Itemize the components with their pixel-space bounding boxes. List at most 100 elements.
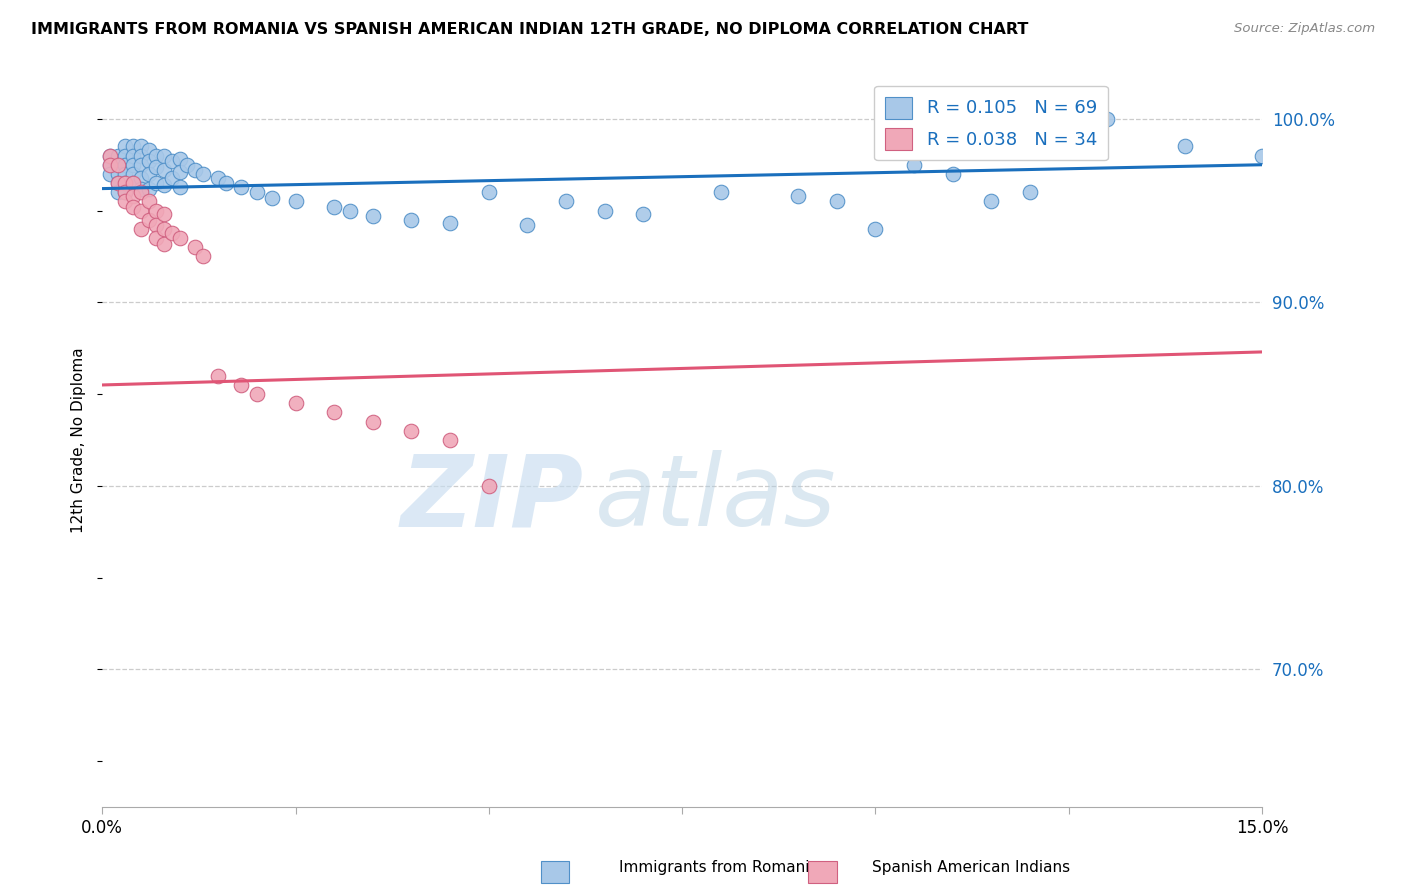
Point [555,194,578,209]
Point [122,176,145,190]
Text: Immigrants from Romania: Immigrants from Romania [619,861,818,875]
Point [169,231,191,245]
Point [122,139,145,153]
Point [122,158,145,172]
Point [401,424,423,438]
Point [145,219,167,233]
Point [122,200,145,214]
Point [145,203,167,218]
Point [633,207,655,221]
Point [122,167,145,181]
Point [593,203,616,218]
Point [114,158,136,172]
Point [107,186,129,200]
Point [262,191,284,205]
Point [114,186,136,200]
Point [160,226,183,240]
Point [160,170,183,185]
Point [129,186,152,200]
Point [401,212,423,227]
Point [184,163,207,178]
Point [145,176,167,190]
Text: IMMIGRANTS FROM ROMANIA VS SPANISH AMERICAN INDIAN 12TH GRADE, NO DIPLOMA CORREL: IMMIGRANTS FROM ROMANIA VS SPANISH AMERI… [31,22,1028,37]
Point [114,194,136,209]
Point [114,176,136,190]
Point [439,217,461,231]
Point [439,433,461,447]
Point [1174,139,1197,153]
Point [145,148,167,162]
Point [1251,148,1274,162]
Point [114,176,136,190]
Point [361,209,384,223]
Y-axis label: 12th Grade, No Diploma: 12th Grade, No Diploma [72,347,86,533]
Point [107,176,129,190]
Point [176,158,198,172]
Text: Source: ZipAtlas.com: Source: ZipAtlas.com [1234,22,1375,36]
Point [284,396,307,410]
Point [138,194,160,209]
Point [169,153,191,167]
Point [129,158,152,172]
Point [107,158,129,172]
Point [191,250,214,264]
Point [160,154,183,169]
Point [207,170,229,185]
Point [246,186,269,200]
Point [129,181,152,195]
Point [323,200,346,214]
Point [107,148,129,162]
Point [231,378,253,392]
Point [478,186,501,200]
Point [215,176,238,190]
Text: ZIP: ZIP [401,450,583,548]
Point [122,189,145,203]
Point [138,167,160,181]
Point [361,415,384,429]
Point [184,240,207,254]
Point [478,479,501,493]
Point [129,170,152,185]
Point [339,203,361,218]
Point [516,219,538,233]
Point [145,231,167,245]
Point [107,176,129,190]
Text: Spanish American Indians: Spanish American Indians [872,861,1070,875]
Point [323,405,346,419]
Point [98,148,121,162]
Point [903,158,925,172]
Point [825,194,848,209]
Point [145,160,167,174]
Point [129,222,152,236]
Point [169,165,191,179]
Point [787,189,810,203]
Point [138,181,160,195]
Legend: R = 0.105   N = 69, R = 0.038   N = 34: R = 0.105 N = 69, R = 0.038 N = 34 [875,86,1108,161]
Point [114,167,136,181]
Point [138,143,160,157]
Point [114,148,136,162]
Point [98,158,121,172]
Text: atlas: atlas [595,450,837,548]
Point [231,179,253,194]
Point [138,154,160,169]
Point [1097,112,1119,126]
Point [153,163,176,178]
Point [114,139,136,153]
Point [129,139,152,153]
Point [710,186,733,200]
Point [114,186,136,200]
Point [246,387,269,401]
Point [153,148,176,162]
Point [153,236,176,251]
Point [98,158,121,172]
Point [153,207,176,221]
Point [207,368,229,383]
Point [284,194,307,209]
Point [138,212,160,227]
Point [122,148,145,162]
Point [98,148,121,162]
Point [153,178,176,192]
Point [129,203,152,218]
Point [1019,186,1042,200]
